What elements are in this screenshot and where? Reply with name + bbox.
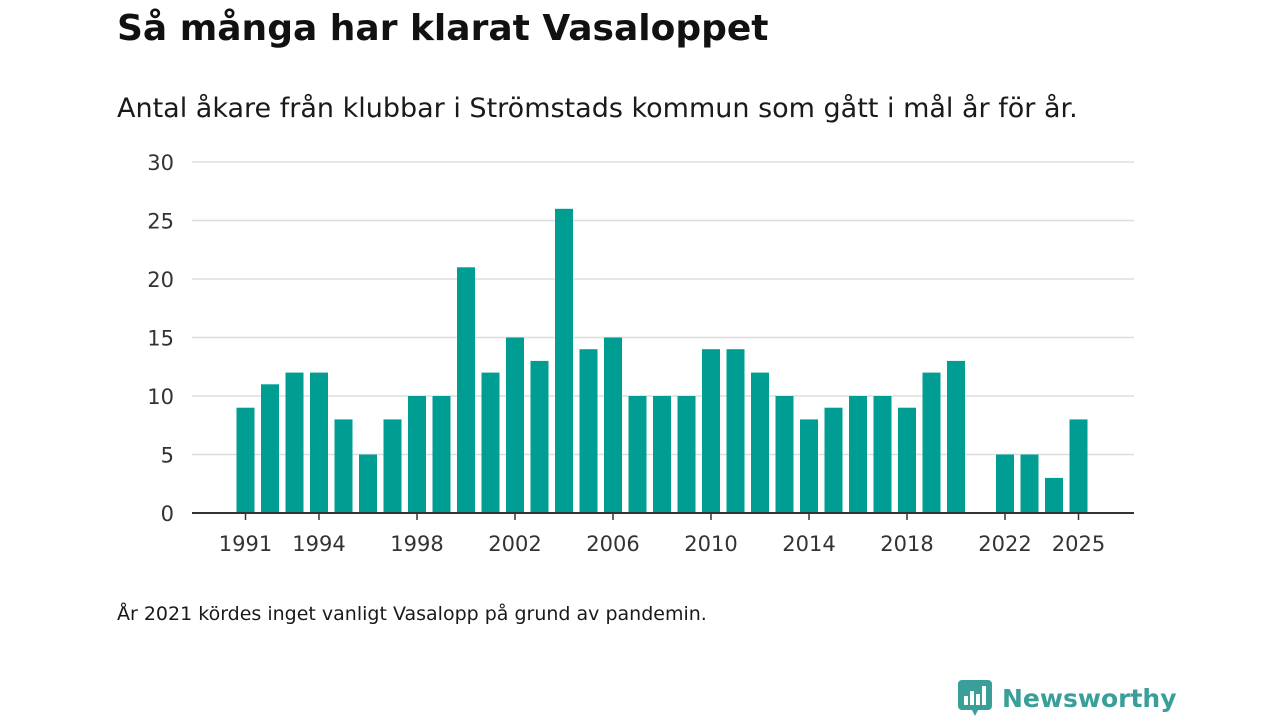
bar-1994	[310, 372, 328, 513]
bar-1999	[432, 396, 451, 513]
bar-1992	[261, 384, 279, 513]
y-tick-label: 0	[161, 502, 174, 526]
bar-2019	[922, 372, 941, 513]
bars	[236, 208, 1088, 514]
x-tick-label: 2022	[978, 532, 1031, 556]
chart-title: Så många har klarat Vasaloppet	[117, 8, 769, 49]
footnote: År 2021 kördes inget vanligt Vasalopp på…	[117, 603, 707, 625]
bar-2010	[702, 349, 720, 513]
bar-2013	[775, 396, 794, 513]
bar-1997	[383, 419, 402, 513]
bar-2005	[579, 349, 598, 513]
bar-2018	[898, 407, 916, 513]
bar-2025	[1069, 419, 1088, 513]
bar-2022	[996, 454, 1014, 513]
bar-2016	[849, 396, 867, 513]
bar-2011	[726, 349, 745, 513]
bar-2002	[506, 337, 524, 513]
x-tick-label: 1991	[219, 532, 272, 556]
bar-2000	[457, 267, 475, 513]
x-tick-label: 2010	[684, 532, 737, 556]
x-tick-label: 1994	[292, 532, 345, 556]
bar-1993	[285, 372, 304, 513]
bar-2001	[481, 372, 500, 513]
y-tick-label: 20	[147, 268, 174, 292]
x-tick-label: 2002	[488, 532, 541, 556]
y-tick-label: 15	[147, 327, 174, 351]
y-tick-label: 30	[147, 151, 174, 175]
bar-2015	[824, 407, 843, 513]
bar-2003	[530, 360, 549, 513]
bar-2009	[677, 396, 696, 513]
bar-2006	[604, 337, 622, 513]
chart-subtitle: Antal åkare från klubbar i Strömstads ko…	[117, 93, 1078, 124]
x-tick-label: 1998	[390, 532, 443, 556]
x-tick-label: 2025	[1052, 532, 1105, 556]
bar-2020	[947, 360, 965, 513]
bar-2014	[800, 419, 818, 513]
bar-2012	[751, 372, 769, 513]
bar-2023	[1020, 454, 1039, 513]
x-tick-label: 2014	[782, 532, 835, 556]
y-tick-label: 25	[147, 210, 174, 234]
bar-2024	[1045, 477, 1063, 513]
brand-logo: Newsworthy	[958, 680, 1177, 716]
brand-name: Newsworthy	[1002, 683, 1177, 713]
x-tick-label: 2006	[586, 532, 639, 556]
bar-2008	[653, 396, 671, 513]
bar-1998	[408, 396, 426, 513]
bar-2007	[628, 396, 647, 513]
x-tick-label: 2018	[880, 532, 933, 556]
y-tick-label: 5	[161, 444, 174, 468]
bar-2004	[555, 208, 573, 514]
y-tick-label: 10	[147, 385, 174, 409]
bar-2017	[873, 396, 892, 513]
bar-chart-speech-bubble-icon	[958, 680, 992, 716]
bar-1991	[236, 407, 255, 513]
bar-1996	[359, 454, 377, 513]
bar-1995	[334, 419, 353, 513]
